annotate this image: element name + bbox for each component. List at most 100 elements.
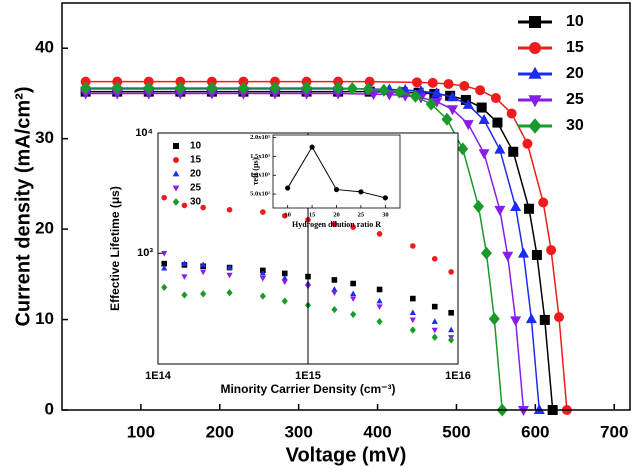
marker [285, 185, 291, 191]
marker [301, 81, 313, 95]
marker [539, 314, 550, 325]
marker [350, 296, 357, 302]
marker [259, 292, 266, 300]
marker [462, 120, 474, 131]
marker [494, 205, 506, 216]
legend-label: 30 [566, 117, 584, 134]
marker [462, 98, 474, 109]
marker [200, 269, 207, 276]
series-line [85, 90, 554, 410]
x-tick-label: 300 [284, 422, 312, 441]
y-axis-title: Effective Lifetime (μs) [108, 186, 122, 311]
marker [259, 275, 266, 282]
marker [480, 246, 492, 260]
marker [331, 290, 338, 297]
marker [425, 97, 437, 111]
marker [443, 78, 454, 89]
marker [394, 85, 406, 99]
x-tick-label: 1E15 [295, 370, 321, 382]
marker [269, 81, 281, 95]
marker [415, 85, 427, 96]
marker [161, 283, 168, 292]
marker [143, 81, 155, 95]
marker [431, 333, 438, 341]
marker [518, 247, 529, 258]
marker [346, 82, 358, 96]
plot-border [272, 134, 401, 209]
marker [431, 255, 438, 262]
marker [490, 93, 501, 104]
marker [510, 201, 522, 212]
marker [181, 274, 188, 280]
marker [181, 260, 188, 266]
marker [200, 204, 206, 211]
y-tick-label: 20 [35, 219, 54, 238]
legend-label: 20 [566, 65, 584, 82]
marker [181, 291, 188, 299]
x-tick-label: 400 [363, 422, 391, 441]
marker [331, 305, 338, 314]
x-axis-title: Voltage (mV) [286, 444, 407, 466]
marker [410, 243, 416, 249]
marker [531, 249, 542, 260]
x-tick-label: 1E16 [445, 370, 471, 382]
marker [476, 102, 487, 113]
legend-label: 20 [190, 169, 202, 180]
marker [181, 202, 188, 209]
marker [522, 138, 533, 149]
marker [427, 77, 438, 88]
marker [431, 303, 438, 310]
marker [441, 112, 453, 126]
x-tick-label: 20 [333, 211, 340, 218]
legend-marker [528, 95, 542, 108]
marker [260, 209, 266, 215]
legend-marker [173, 143, 179, 149]
marker [431, 97, 443, 108]
marker [226, 206, 233, 213]
marker [378, 83, 390, 97]
marker [362, 82, 374, 96]
marker [226, 289, 233, 297]
marker [281, 270, 288, 277]
y-axis-title: τeff (μs) [251, 157, 260, 185]
legend-marker [528, 66, 542, 79]
marker [494, 143, 506, 154]
marker [281, 274, 288, 281]
legend-label: 15 [566, 39, 584, 56]
x-tick-label: 700 [600, 422, 628, 441]
marker [554, 312, 564, 323]
marker [206, 81, 218, 95]
marker [368, 90, 380, 101]
legend-label: 25 [190, 183, 202, 194]
marker [161, 260, 168, 267]
series-line [85, 80, 568, 410]
marker [448, 269, 454, 275]
marker [161, 264, 168, 271]
x-axis-title: Minority Carrier Density (cm⁻³) [220, 382, 395, 396]
x-tick-label: 200 [206, 422, 234, 441]
marker [331, 286, 338, 292]
x-tick-label: 500 [442, 422, 470, 441]
legend-label: 15 [190, 155, 202, 166]
marker [332, 81, 344, 95]
marker [448, 326, 455, 333]
marker [546, 245, 557, 256]
y-tick-label: 5.0x10² [250, 191, 270, 198]
marker [333, 186, 340, 193]
marker [524, 203, 535, 214]
marker [200, 290, 207, 298]
marker [508, 146, 519, 157]
legend-marker [529, 42, 541, 54]
y-tick-label: 10 [35, 309, 54, 328]
marker [412, 77, 422, 88]
marker [382, 195, 388, 201]
marker [376, 286, 383, 293]
marker [447, 91, 458, 102]
marker [447, 105, 458, 116]
x-tick-label: 1E14 [145, 370, 172, 382]
marker [376, 318, 383, 326]
legend-label: 10 [190, 141, 202, 152]
marker [409, 326, 416, 334]
x-axis-title: Hydrogen dilution ratio R [292, 220, 381, 229]
marker [376, 304, 383, 310]
